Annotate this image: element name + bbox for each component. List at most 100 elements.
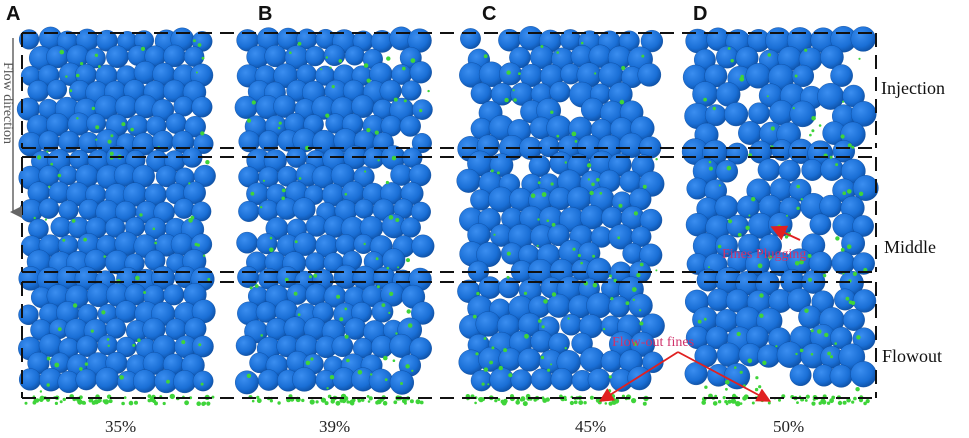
flow-out-fines-particle [184, 400, 190, 406]
flow-out-fines-particle [335, 400, 341, 406]
fines-particle [246, 373, 252, 378]
fines-particle [840, 134, 845, 139]
fines-particle [281, 196, 286, 201]
fines-particle [166, 379, 170, 384]
zone-boundaries [21, 32, 877, 399]
fines-particle [277, 126, 281, 130]
fines-particle [564, 161, 567, 164]
particle [173, 198, 195, 219]
flow-out-fines-particle [256, 395, 260, 399]
particle [489, 153, 514, 177]
fines-particle [325, 56, 328, 59]
fines-particle [758, 385, 762, 389]
fines-particle [851, 300, 856, 306]
flow-out-fines-particle [613, 398, 620, 404]
fines-particle [847, 143, 852, 148]
particle [841, 231, 865, 256]
fines-particle [817, 329, 822, 334]
fines-particle [610, 297, 614, 301]
flow-out-fines-particle [150, 397, 155, 403]
fines-particle [617, 236, 621, 240]
fines-particle [586, 163, 592, 168]
flow-out-fines-particle [701, 400, 706, 405]
fines-particle [294, 240, 298, 244]
flow-out-fines-particle [712, 401, 718, 406]
fines-particle [137, 338, 141, 343]
particle [238, 200, 260, 222]
fines-particle [402, 66, 406, 71]
fines-particle [76, 117, 79, 120]
fines-particle [602, 327, 606, 331]
flow-out-fines-particle [497, 398, 501, 401]
fines-particle [824, 332, 829, 338]
fines-particle [767, 53, 772, 57]
fines-particle [320, 68, 323, 71]
fines-particle [109, 151, 114, 156]
fines-particle [72, 303, 78, 308]
particle [264, 44, 287, 68]
particle [630, 226, 652, 247]
fines-particle [513, 98, 517, 102]
fines-particle [708, 160, 712, 164]
flow-out-fines-particle [102, 399, 107, 403]
fines-particle [550, 182, 554, 186]
particle [852, 252, 875, 275]
fines-particle [411, 369, 414, 372]
flow-out-fines-particle [375, 400, 380, 405]
flow-out-fines-particle [515, 400, 520, 405]
fines-particle [310, 357, 314, 361]
fines-particle [810, 329, 814, 333]
fines-particle [363, 242, 366, 246]
fines-particle [755, 376, 759, 380]
fines-particle [80, 62, 84, 66]
flow-out-fines-particle [59, 400, 63, 404]
fines-particle [46, 356, 51, 361]
fines-particle [346, 358, 350, 363]
fines-particle [747, 358, 753, 364]
particle [235, 335, 257, 356]
fines-particle [726, 165, 732, 171]
flow-out-fines-particle [309, 399, 315, 405]
particle [323, 44, 346, 66]
fines-particle [110, 134, 114, 138]
particle [191, 96, 213, 118]
fines-particle [395, 218, 400, 222]
particle [97, 334, 118, 356]
flow-out-fines-particle [739, 402, 743, 405]
flow-out-fines-particle [393, 400, 398, 405]
particle [757, 344, 781, 368]
flow-out-fines-particle [62, 397, 66, 402]
fines-particle [190, 215, 195, 220]
fines-particle [200, 382, 204, 386]
flow-out-fines-particle [128, 400, 134, 406]
fines-particle [639, 262, 644, 267]
particle [401, 80, 422, 101]
fines-particle [775, 345, 778, 348]
particle [409, 337, 432, 360]
flow-out-fines-particle [366, 395, 370, 398]
flow-out-fines-particle [89, 398, 94, 403]
particle [639, 243, 663, 267]
fines-particle [852, 271, 858, 276]
fines-particle [297, 313, 301, 317]
flow-out-fines-particle [108, 399, 113, 404]
particle [132, 369, 157, 393]
flow-out-fines-particle [751, 401, 755, 405]
fines-particle [132, 343, 136, 347]
fines-particle [197, 43, 202, 47]
fines-particle [829, 355, 834, 359]
fines-particle [792, 107, 795, 110]
particle [18, 304, 39, 325]
flow-out-fines-particle [778, 398, 781, 402]
fines-particle [57, 173, 62, 178]
flow-out-fines-particle [154, 401, 158, 406]
particle [371, 300, 394, 323]
fines-particle [498, 365, 503, 371]
fines-particle [262, 179, 266, 182]
fines-particle [383, 355, 388, 361]
fines-particle [800, 198, 803, 201]
fines-particle [94, 54, 98, 57]
fines-particle [427, 89, 430, 93]
fines-particle [804, 308, 809, 313]
particle [104, 217, 126, 238]
